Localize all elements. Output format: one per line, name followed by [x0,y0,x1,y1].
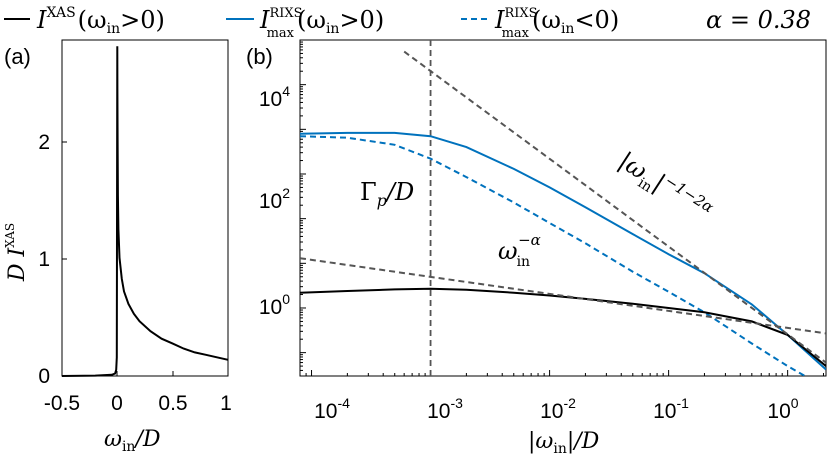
a-ytick-label: 0 [38,365,50,388]
power-low-sub: in [517,254,531,270]
a-ylabel-pre: D I [5,247,30,283]
legend-rixs-pos-sup: RIXS [269,6,302,21]
b-ytick-label: 100 [259,291,290,319]
alpha-label: α = 0.38 [706,6,811,34]
b-xtick-label: 10-2 [540,395,576,423]
legend: IXAS(ωin>0) IRIXS max (ωin>0) IRIXS max (ωin… [4,5,811,41]
b-xlabel-sub: in [553,441,567,456]
legend-rixs-pos-sub: max [267,26,295,41]
panel-a-plot-area [61,46,229,377]
b-ytick-exp: 2 [282,185,290,201]
b-ytick-exp: 4 [282,83,290,99]
legend-rixs-neg-argsub: in [561,21,575,37]
panel-a-xlabel: ωin/D [104,427,161,455]
legend-xas-argsub: in [107,21,121,37]
power-high-sup: −1−2α [662,172,717,217]
panel-b-frame [299,39,827,377]
power-low-sup: −α [518,231,541,249]
annotation-power-high: |ωin|−1−2α [612,145,717,230]
b-xtick-exp: -2 [563,395,576,411]
legend-rixs-neg-cond: <0) [574,6,619,34]
power-low-sym: ω [498,237,518,265]
gamma-sub: p [377,191,387,210]
legend-xas-cond: >0) [120,6,165,34]
b-xtick-base: 10 [540,400,563,423]
legend-rixs-neg-arg: (ω [532,6,561,34]
b-guide-high [403,50,826,364]
legend-xas-sup: XAS [46,5,75,21]
a-xlabel-sub: in [122,439,136,455]
legend-rixs-pos-sym: I [259,6,270,34]
panel-b-xlabel: |ωin|/D [528,429,600,456]
panel-a-y-ticks: 0 1 2 [38,131,67,388]
legend-rixs-pos-arg: (ω [297,6,326,34]
svg-text:IXAS(ωin>0): IXAS(ωin>0) [36,5,165,37]
b-xlabel-pre: |ω [528,429,553,454]
legend-rixs-pos-argsub: in [326,21,340,37]
b-xtick-label: 10-1 [653,395,689,423]
a-xtick-label: 0 [111,392,123,415]
legend-rixs-neg-sub: max [502,26,530,41]
annotation-power-low: ωin −α [498,231,541,270]
panel-b-x-tick-labels: 10-4 10-3 10-2 10-1 100 [314,395,799,423]
b-ytick-exp: 0 [282,291,290,307]
a-ylabel-sup: XAS [3,223,17,248]
panel-b-y-tick-labels: 100 102 104 [259,83,290,319]
b-xtick-exp: -4 [337,395,350,411]
annotation-gamma: Γp/D [360,178,414,210]
a-ytick-label: 1 [38,248,50,271]
gamma-sym: Γ [360,178,377,206]
panel-a-ylabel: D IXAS [3,223,30,282]
legend-xas-sym: I [36,6,47,34]
panel-a: (a) -0.5 0 0.5 1 0 1 2 ωin/D D IXAS [3,39,232,455]
panel-b-label: (b) [246,44,273,69]
a-series-line-xas [61,46,229,377]
b-ytick-label: 102 [259,185,290,213]
b-xtick-label: 10-3 [427,395,463,423]
b-ytick-label: 104 [259,83,290,111]
a-ytick-label: 2 [38,131,50,154]
legend-rixs-neg-sup: RIXS [504,6,537,21]
a-xtick-label: -0.5 [44,392,80,415]
b-series-rixs-neg [300,135,806,376]
legend-rixs-neg-sym: I [494,6,505,34]
a-xtick-label: 0.5 [158,392,187,415]
b-xtick-base: 10 [653,400,676,423]
b-xtick-base: 10 [767,400,790,423]
a-xlabel-sym: ω [104,427,122,452]
legend-entry-rixs-neg: IRIXS max (ωin<0) [461,6,619,41]
b-xtick-exp: -3 [450,395,463,411]
b-xtick-exp: 0 [791,395,799,411]
legend-entry-rixs-pos: IRIXS max (ωin>0) [226,6,384,41]
legend-rixs-pos-cond: >0) [339,6,384,34]
b-ytick-base: 10 [259,296,282,319]
b-xlabel-tail: |/D [567,429,600,454]
b-series-rixs-pos [300,131,826,371]
b-ytick-base: 10 [259,88,282,111]
b-xtick-label: 100 [767,395,798,423]
panel-a-frame [61,39,229,377]
b-ytick-base: 10 [259,190,282,213]
panel-b: (b) 10-4 10-3 10-2 10-1 100 100 102 104 … [246,39,827,456]
b-xtick-base: 10 [427,400,450,423]
b-guide-low [300,257,826,335]
gamma-tail: /D [385,178,414,206]
panel-b-ticks [299,41,824,377]
panel-a-x-ticks: -0.5 0 0.5 1 [44,371,232,415]
panel-b-plot-area [300,40,826,376]
b-xtick-exp: -1 [676,395,689,411]
panel-a-label: (a) [4,44,31,69]
b-xtick-label: 10-4 [314,395,350,423]
a-xlabel-tail: /D [133,427,160,452]
legend-entry-xas: IXAS(ωin>0) [4,5,165,37]
a-xtick-label: 1 [220,392,232,415]
b-xtick-base: 10 [314,400,337,423]
legend-xas-arg: (ω [78,6,107,34]
